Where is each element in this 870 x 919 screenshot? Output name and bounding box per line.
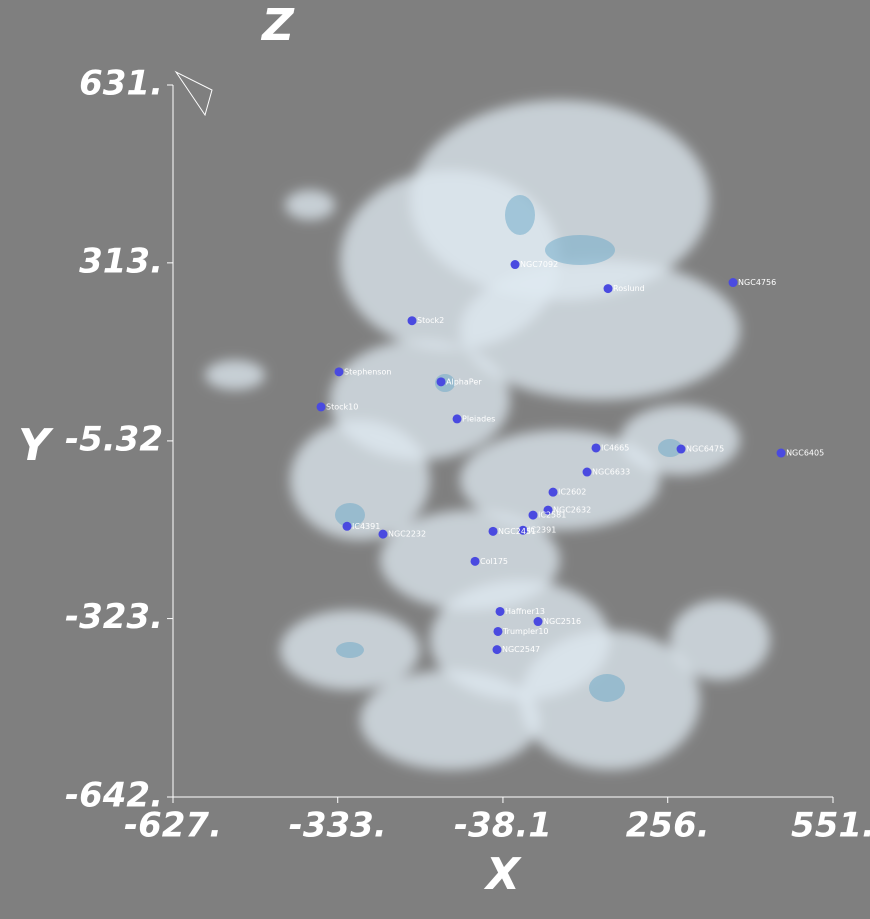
cluster-label: NGC6475 bbox=[686, 445, 724, 454]
y-tick-label: -5.32 bbox=[65, 419, 163, 459]
cluster-label: Pleiades bbox=[462, 414, 495, 423]
cluster-label: NGC2232 bbox=[388, 530, 426, 539]
cluster-point bbox=[407, 316, 417, 326]
x-tick-label: 256. bbox=[626, 806, 710, 846]
cluster-label: IC2602 bbox=[558, 488, 586, 497]
cluster-point bbox=[548, 487, 558, 497]
cluster-label: Stock2 bbox=[417, 316, 444, 325]
cluster-point bbox=[316, 402, 326, 412]
cluster-label: NGC2451 bbox=[498, 527, 536, 536]
cluster-point bbox=[492, 645, 502, 655]
cluster-point bbox=[676, 444, 686, 454]
cluster-point bbox=[582, 467, 592, 477]
y-tick-label: 313. bbox=[79, 241, 163, 281]
y-tick-label: -642. bbox=[65, 776, 163, 816]
cluster-label: NGC4756 bbox=[738, 278, 776, 287]
cluster-point bbox=[518, 525, 528, 535]
orientation-axes bbox=[174, 70, 213, 117]
cluster-point bbox=[543, 505, 553, 515]
cluster-label: IC2581 bbox=[538, 511, 566, 520]
cluster-point bbox=[528, 510, 538, 520]
y-tick-label: -323. bbox=[65, 597, 163, 637]
cluster-point bbox=[495, 606, 505, 616]
cluster-point bbox=[342, 521, 352, 531]
y-axis-title: Y bbox=[18, 420, 54, 471]
cluster-label: IC4391 bbox=[352, 522, 380, 531]
cluster-label: NGC6633 bbox=[592, 468, 630, 477]
x-tick-label: 551. bbox=[791, 806, 870, 846]
cluster-label: Haffner13 bbox=[505, 607, 545, 616]
cluster-point bbox=[533, 617, 543, 627]
cluster-point bbox=[378, 529, 388, 539]
z-axis-title: Z bbox=[260, 0, 295, 51]
cluster-point bbox=[452, 414, 462, 424]
cluster-label: Stock10 bbox=[326, 402, 358, 411]
density-core bbox=[335, 195, 682, 702]
cluster-label: NGC6405 bbox=[786, 449, 824, 458]
cluster-label: IC2391 bbox=[528, 526, 556, 535]
cluster-point bbox=[603, 284, 613, 294]
x-tick-label: -38.1 bbox=[454, 806, 552, 846]
x-tick-label: -333. bbox=[289, 806, 387, 846]
cluster-point bbox=[488, 526, 498, 536]
y-tick-label: 631. bbox=[79, 64, 163, 104]
cluster-point bbox=[493, 626, 503, 636]
cluster-label: NGC2516 bbox=[543, 617, 581, 626]
x-tick-label: -627. bbox=[124, 806, 222, 846]
cluster-point bbox=[510, 260, 520, 270]
cluster-point bbox=[776, 448, 786, 458]
cluster-point bbox=[470, 556, 480, 566]
cluster-label: Roslund bbox=[613, 284, 645, 293]
cluster-label: Stephenson bbox=[344, 367, 391, 376]
x-axis-title: X bbox=[483, 849, 522, 900]
cluster-point bbox=[728, 278, 738, 288]
cluster-point bbox=[436, 377, 446, 387]
cluster-point bbox=[334, 367, 344, 377]
cluster-label: NGC2632 bbox=[553, 506, 591, 515]
cluster-label: AlphaPer bbox=[446, 377, 482, 386]
cluster-label: Col175 bbox=[480, 557, 508, 566]
cluster-label: NGC7092 bbox=[520, 260, 558, 269]
cluster-label: Trumpler10 bbox=[502, 627, 549, 636]
cluster-label: NGC2547 bbox=[502, 645, 540, 654]
cluster-point bbox=[591, 443, 601, 453]
cluster-label: IC4665 bbox=[601, 443, 629, 452]
